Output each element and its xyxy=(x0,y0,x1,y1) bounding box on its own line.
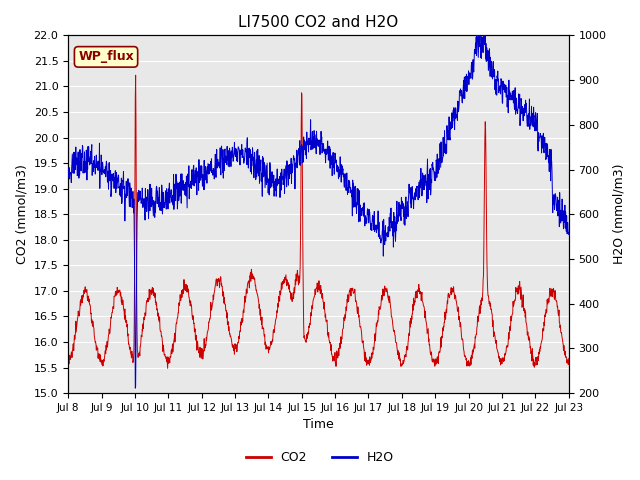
Title: LI7500 CO2 and H2O: LI7500 CO2 and H2O xyxy=(238,15,399,30)
Y-axis label: CO2 (mmol/m3): CO2 (mmol/m3) xyxy=(15,164,28,264)
Y-axis label: H2O (mmol/m3): H2O (mmol/m3) xyxy=(612,164,625,264)
Legend: CO2, H2O: CO2, H2O xyxy=(241,446,399,469)
X-axis label: Time: Time xyxy=(303,419,334,432)
Text: WP_flux: WP_flux xyxy=(78,50,134,63)
